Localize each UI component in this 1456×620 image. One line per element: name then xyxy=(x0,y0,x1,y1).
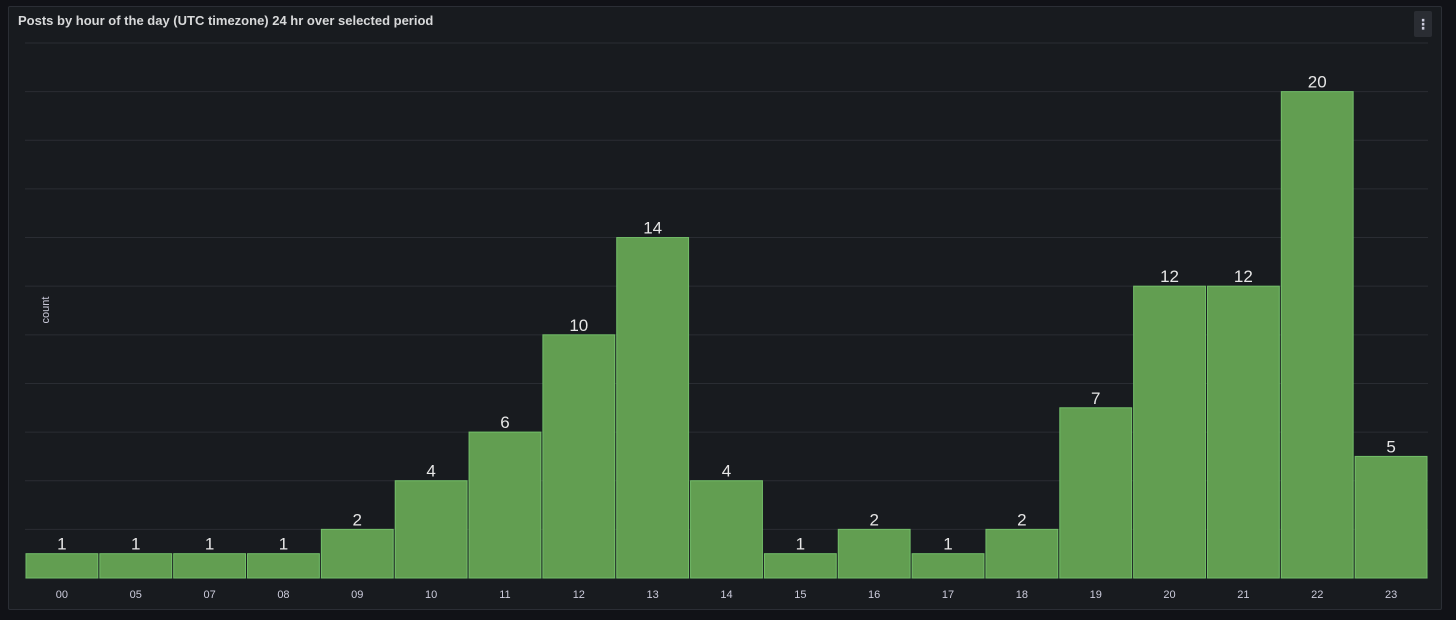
x-tick-15: 15 xyxy=(794,589,806,601)
data-label-09: 2 xyxy=(353,510,362,529)
panel-title: Posts by hour of the day (UTC timezone) … xyxy=(18,13,434,28)
x-tick-08: 08 xyxy=(277,589,289,601)
x-tick-00: 00 xyxy=(56,589,68,601)
data-label-23: 5 xyxy=(1386,437,1395,456)
bars xyxy=(25,91,1428,579)
bar-00[interactable] xyxy=(25,553,99,579)
bar-19[interactable] xyxy=(1059,407,1133,579)
x-tick-22: 22 xyxy=(1311,589,1323,601)
data-label-12: 10 xyxy=(569,316,588,335)
x-tick-23: 23 xyxy=(1385,589,1397,601)
bar-22[interactable] xyxy=(1280,91,1354,579)
bar-21[interactable] xyxy=(1206,285,1280,579)
x-tick-09: 09 xyxy=(351,589,363,601)
bar-14[interactable] xyxy=(690,480,763,579)
x-tick-18: 18 xyxy=(1016,589,1028,601)
bar-09[interactable] xyxy=(320,528,394,579)
x-tick-14: 14 xyxy=(720,589,732,601)
x-tick-17: 17 xyxy=(942,589,954,601)
data-label-22: 20 xyxy=(1308,73,1327,92)
x-tick-labels: 00 05 07 08 09 10 11 12 13 14 15 16 17 18 19 20 21 22 23 xyxy=(56,589,1397,601)
data-label-10: 4 xyxy=(426,462,435,481)
bar-16[interactable] xyxy=(837,528,911,579)
bar-20[interactable] xyxy=(1133,285,1206,579)
data-label-00: 1 xyxy=(57,535,66,554)
bar-15[interactable] xyxy=(763,553,837,579)
data-label-17: 1 xyxy=(943,535,952,554)
data-label-21: 12 xyxy=(1234,267,1253,286)
x-tick-07: 07 xyxy=(203,589,215,601)
data-label-08: 1 xyxy=(279,535,288,554)
bar-12[interactable] xyxy=(542,334,616,579)
x-tick-12: 12 xyxy=(573,589,585,601)
bar-17[interactable] xyxy=(911,553,985,579)
bar-23[interactable] xyxy=(1354,455,1428,579)
bar-07[interactable] xyxy=(173,553,247,579)
kebab-menu-icon[interactable]: ⋮ xyxy=(1414,11,1432,37)
x-tick-16: 16 xyxy=(868,589,880,601)
chart-panel: Posts by hour of the day (UTC timezone) … xyxy=(8,6,1442,610)
x-tick-13: 13 xyxy=(647,589,659,601)
bar-18[interactable] xyxy=(985,528,1059,579)
data-label-20: 12 xyxy=(1160,267,1179,286)
data-label-11: 6 xyxy=(500,413,509,432)
x-tick-21: 21 xyxy=(1237,589,1249,601)
x-tick-10: 10 xyxy=(425,589,437,601)
bar-05[interactable] xyxy=(99,553,173,579)
data-label-18: 2 xyxy=(1017,510,1026,529)
data-label-07: 1 xyxy=(205,535,214,554)
x-tick-20: 20 xyxy=(1163,589,1175,601)
x-tick-19: 19 xyxy=(1090,589,1102,601)
data-label-16: 2 xyxy=(869,510,878,529)
bar-10[interactable] xyxy=(394,480,468,579)
bar-08[interactable] xyxy=(247,553,320,579)
bar-13[interactable] xyxy=(616,237,690,579)
x-tick-11: 11 xyxy=(499,589,510,601)
data-label-05: 1 xyxy=(131,535,140,554)
y-axis-label: count xyxy=(40,297,52,324)
data-label-19: 7 xyxy=(1091,389,1100,408)
data-label-13: 14 xyxy=(643,219,662,238)
x-tick-05: 05 xyxy=(130,589,142,601)
data-label-15: 1 xyxy=(796,535,805,554)
bar-11[interactable] xyxy=(468,431,542,579)
data-label-14: 4 xyxy=(722,462,731,481)
